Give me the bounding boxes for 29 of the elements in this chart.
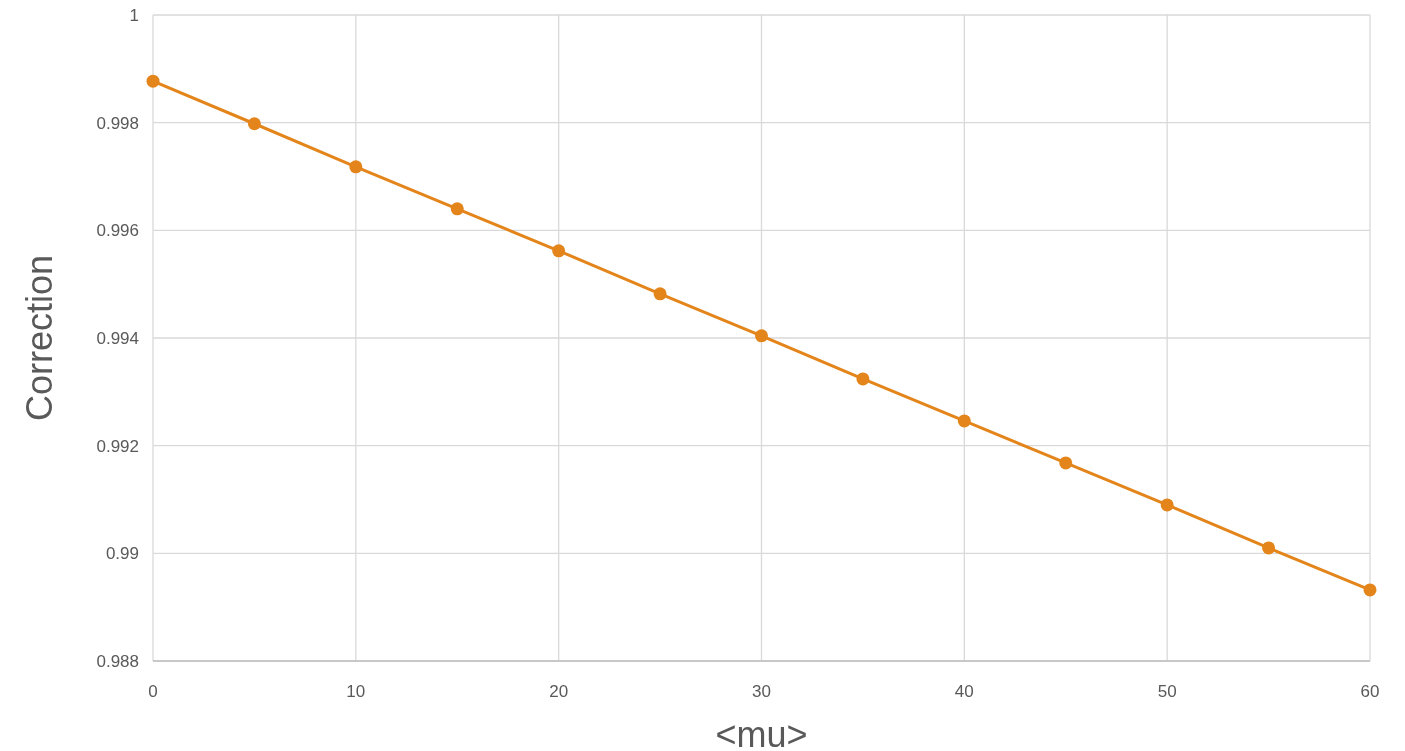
x-tick-label: 50 — [1157, 682, 1177, 701]
y-tick-label: 0.996 — [96, 221, 139, 241]
point — [450, 202, 464, 216]
point — [755, 329, 768, 343]
y-tick-label: 0.994 — [96, 328, 139, 348]
y-axis-title: Correction — [19, 254, 60, 422]
point — [1363, 583, 1377, 597]
point — [957, 414, 971, 428]
point — [552, 244, 566, 258]
point — [856, 372, 870, 386]
point — [1262, 541, 1276, 555]
y-tick-label: 0.992 — [96, 436, 139, 456]
point — [247, 117, 261, 131]
x-axis-title: <mu> — [715, 714, 808, 751]
x-tick-label: 0 — [148, 682, 158, 701]
y-tick-label: 0.988 — [96, 651, 139, 671]
y-tick-label: 0.99 — [105, 544, 139, 564]
x-tick-label: 60 — [1360, 682, 1380, 701]
point — [146, 74, 160, 88]
x-tick-label: 30 — [752, 682, 771, 701]
point — [1059, 456, 1073, 470]
point — [349, 160, 363, 174]
x-tick-label: 10 — [346, 682, 366, 701]
point — [1160, 498, 1174, 512]
y-tick-label: 1 — [129, 5, 139, 25]
y-tick-label: 0.998 — [96, 113, 139, 133]
x-tick-label: 40 — [954, 682, 974, 701]
point — [653, 287, 667, 301]
x-tick-label: 20 — [549, 682, 569, 701]
